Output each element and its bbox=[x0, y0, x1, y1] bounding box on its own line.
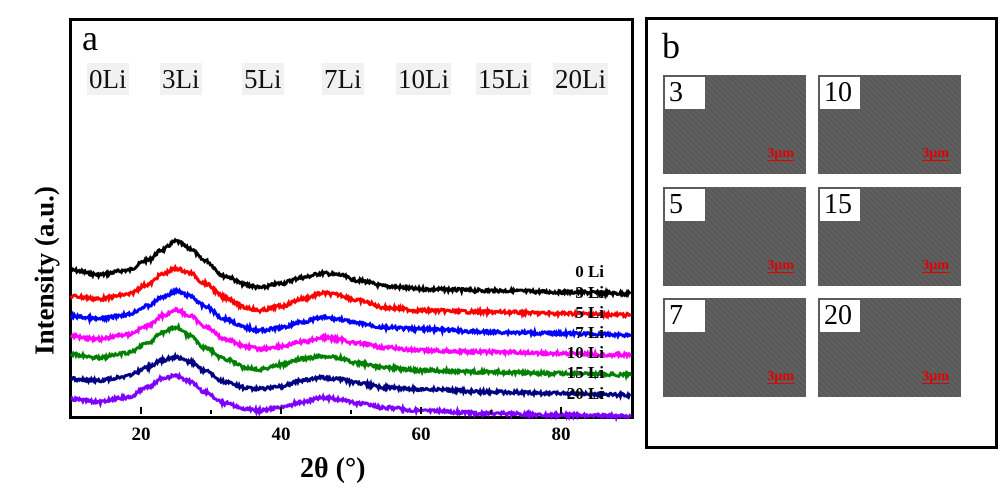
series-label: 7 Li bbox=[575, 322, 604, 342]
series-line-10li bbox=[69, 321, 632, 382]
panel-a-letter: a bbox=[82, 18, 98, 58]
tick-layer bbox=[140, 407, 562, 414]
series-line-3li bbox=[69, 263, 632, 321]
sem-image-20: 20 3μm bbox=[818, 298, 961, 397]
sample-photo-20li: 20Li bbox=[553, 63, 608, 96]
series-label: 10 Li bbox=[566, 342, 604, 362]
y-axis-label: Intensity (a.u.) bbox=[29, 186, 60, 355]
series-line-20li bbox=[70, 371, 632, 423]
sem-tag: 10 bbox=[820, 77, 860, 110]
series-label: 15 Li bbox=[566, 362, 604, 382]
scale-bar: 3μm bbox=[922, 369, 949, 384]
sem-tag: 15 bbox=[820, 189, 860, 222]
sem-image-5: 5 3μm bbox=[663, 187, 806, 286]
series-label: 3 Li bbox=[575, 282, 604, 302]
sample-photo-15li: 15Li bbox=[476, 63, 531, 96]
sample-photo-10li: 10Li bbox=[396, 63, 451, 96]
series-line-5li bbox=[69, 286, 632, 340]
sem-tag: 5 bbox=[665, 189, 705, 222]
series-layer bbox=[69, 237, 632, 423]
panel-b-letter: b bbox=[662, 26, 680, 66]
sem-image-3: 3 3μm bbox=[663, 75, 806, 174]
x-axis-label: 2θ (°) bbox=[300, 453, 366, 484]
panel-a-frame bbox=[69, 18, 634, 419]
series-line-0li bbox=[70, 237, 632, 300]
sem-image-7: 7 3μm bbox=[663, 298, 806, 397]
scale-bar: 3μm bbox=[767, 369, 794, 384]
sample-photo-3li: 3Li bbox=[160, 63, 202, 96]
panel-b-frame bbox=[645, 17, 998, 449]
x-tick-label: 60 bbox=[411, 424, 431, 445]
sem-image-10: 10 3μm bbox=[818, 75, 961, 174]
sem-tag: 20 bbox=[820, 300, 860, 333]
series-label: 20 Li bbox=[566, 384, 604, 404]
series-line-7li bbox=[70, 306, 632, 360]
sem-image-15: 15 3μm bbox=[818, 187, 961, 286]
series-label: 0 Li bbox=[575, 261, 604, 281]
sample-photo-0li: 0Li bbox=[87, 63, 129, 96]
sample-photo-5li: 5Li bbox=[242, 63, 284, 96]
scale-bar: 3μm bbox=[922, 146, 949, 161]
scale-bar: 3μm bbox=[767, 146, 794, 161]
sem-tag: 3 bbox=[665, 77, 705, 110]
series-line-15li bbox=[69, 351, 632, 401]
scale-bar: 3μm bbox=[922, 258, 949, 273]
x-tick-label: 40 bbox=[271, 424, 291, 445]
sem-tag: 7 bbox=[665, 300, 705, 333]
x-tick-label: 20 bbox=[131, 424, 151, 445]
sample-photo-7li: 7Li bbox=[322, 63, 364, 96]
x-tick-label: 80 bbox=[551, 424, 571, 445]
series-label: 5 Li bbox=[575, 302, 604, 322]
scale-bar: 3μm bbox=[767, 258, 794, 273]
